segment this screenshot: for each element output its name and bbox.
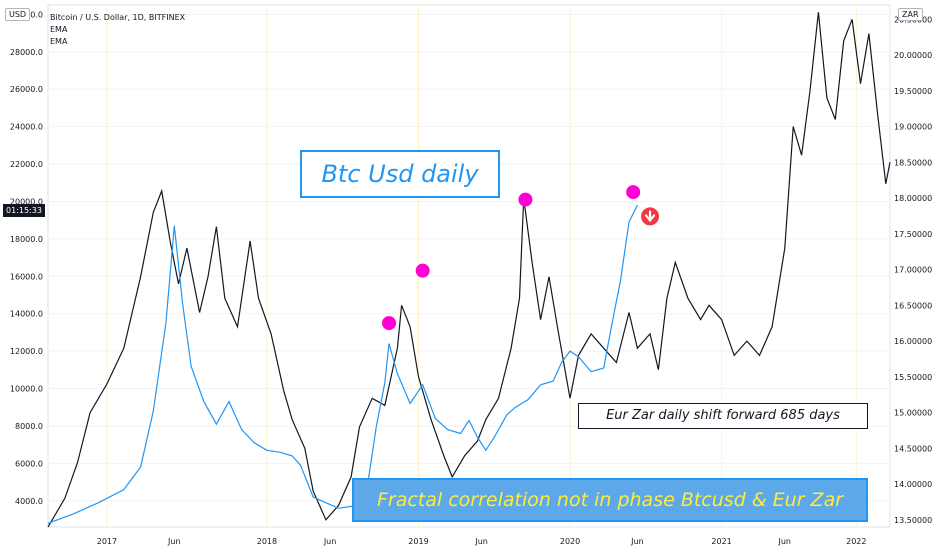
x-tick-8: 2021	[711, 537, 731, 546]
right-tick-10: 18.500000	[894, 158, 932, 167]
peak-marker-1	[415, 263, 430, 278]
annotation-eur-zar-shift[interactable]: Eur Zar daily shift forward 685 days	[578, 403, 868, 429]
annotation-fractal-correlation-text: Fractal correlation not in phase Btcusd …	[376, 489, 844, 511]
left-tick-9: 22000.0	[10, 160, 43, 169]
right-tick-9: 18.000000	[894, 194, 932, 203]
left-tick-2: 8000.0	[15, 422, 43, 431]
x-tick-7: Jun	[630, 537, 644, 546]
time-remaining-badge: 01:15:33	[3, 204, 45, 217]
right-tick-0: 13.500000	[894, 516, 932, 525]
peak-marker-3	[626, 185, 641, 200]
right-tick-6: 16.500000	[894, 301, 932, 310]
annotation-btc-usd-daily[interactable]: Btc Usd daily	[300, 150, 500, 198]
series-line-0	[47, 12, 891, 528]
right-tick-13: 20.000000	[894, 51, 932, 60]
ema-indicator-1[interactable]: EMA	[50, 25, 68, 34]
x-tick-5: Jun	[474, 537, 488, 546]
right-tick-5: 16.000000	[894, 337, 932, 346]
annotation-btc-usd-daily-text: Btc Usd daily	[321, 160, 479, 188]
right-tick-7: 17.000000	[894, 266, 932, 275]
left-tick-8: 20000.0	[10, 197, 43, 206]
left-currency-badge[interactable]: USD	[5, 8, 31, 21]
x-tick-9: Jun	[778, 537, 792, 546]
right-currency-badge[interactable]: ZAR	[898, 8, 923, 21]
right-tick-4: 15.500000	[894, 373, 932, 382]
annotation-eur-zar-shift-text: Eur Zar daily shift forward 685 days	[606, 408, 840, 423]
left-tick-7: 18000.0	[10, 235, 43, 244]
right-tick-1: 14.000000	[894, 480, 932, 489]
x-tick-6: 2020	[560, 537, 580, 546]
annotation-fractal-correlation[interactable]: Fractal correlation not in phase Btcusd …	[352, 478, 868, 522]
ema-indicator-2[interactable]: EMA	[50, 37, 68, 46]
left-tick-10: 24000.0	[10, 123, 43, 132]
x-tick-4: 2019	[408, 537, 428, 546]
right-tick-8: 17.500000	[894, 230, 932, 239]
x-tick-2: 2018	[257, 537, 277, 546]
plot-frame	[47, 4, 891, 528]
left-tick-1: 6000.0	[15, 459, 43, 468]
peak-marker-2	[518, 192, 533, 207]
left-tick-12: 28000.0	[10, 48, 43, 57]
peak-marker-0	[382, 316, 397, 331]
left-tick-3: 10000.0	[10, 385, 43, 394]
x-tick-3: Jun	[323, 537, 337, 546]
left-tick-6: 16000.0	[10, 272, 43, 281]
right-tick-12: 19.500000	[894, 87, 932, 96]
right-tick-11: 19.000000	[894, 123, 932, 132]
left-tick-5: 14000.0	[10, 310, 43, 319]
right-tick-2: 14.500000	[894, 444, 932, 453]
series-line-1	[47, 204, 638, 524]
x-tick-0: 2017	[97, 537, 117, 546]
left-tick-0: 4000.0	[15, 497, 43, 506]
left-tick-4: 12000.0	[10, 347, 43, 356]
down-arrow-icon	[644, 210, 656, 223]
left-tick-11: 26000.0	[10, 85, 43, 94]
right-tick-3: 15.000000	[894, 409, 932, 418]
x-tick-1: Jun	[167, 537, 181, 546]
chart-title: Bitcoin / U.S. Dollar, 1D, BITFINEX	[50, 13, 186, 22]
x-tick-10: 2022	[846, 537, 866, 546]
